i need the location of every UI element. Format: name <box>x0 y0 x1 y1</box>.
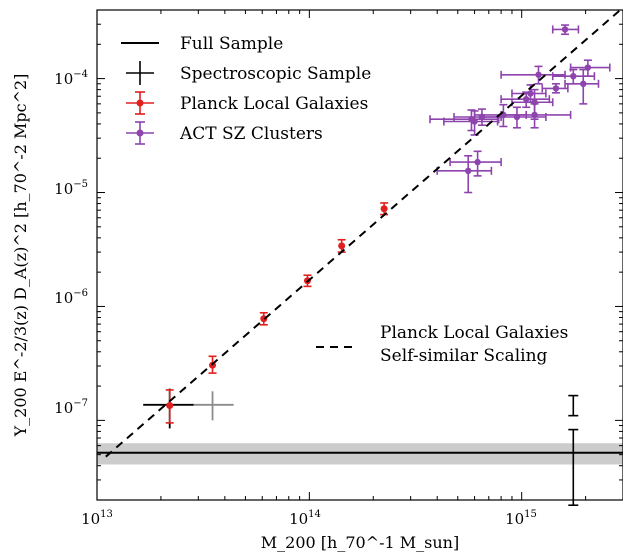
self-similar-annotation: Planck Local Galaxies Self-similar Scali… <box>316 323 568 366</box>
act-errorbar-16 <box>436 155 493 194</box>
y-tick-label-1e-5: 10−5 <box>54 179 88 198</box>
legend-swatch-act <box>126 121 154 145</box>
planck-point-4 <box>338 242 346 250</box>
act-point-5 <box>552 85 560 92</box>
x-axis-label: M_200 [h_70^-1 M_sun] <box>261 533 459 552</box>
full-sample-errorbar <box>568 428 579 507</box>
spectroscopic-errorbar <box>568 394 579 417</box>
act-point-16 <box>465 167 472 175</box>
annotation-line-2: Self-similar Scaling <box>380 346 548 366</box>
act-point-0 <box>561 26 569 33</box>
legend-label-spectroscopic: Spectroscopic Sample <box>180 64 371 84</box>
self-similar-line <box>105 9 621 458</box>
y-tick-label-1e-7: 10−7 <box>54 398 88 417</box>
planck-point-5 <box>380 205 388 213</box>
legend-label-planck: Planck Local Galaxies <box>180 94 368 114</box>
act-point-15 <box>474 158 481 166</box>
act-point-7 <box>522 95 530 103</box>
legend: Full Sample Spectroscopic Sample Planck … <box>121 34 371 145</box>
x-tick-label-1e15: 1015 <box>505 509 537 528</box>
data-layer <box>97 9 623 507</box>
act-errorbar-4 <box>564 68 600 105</box>
act-point-4 <box>580 80 587 88</box>
full-sample-band <box>97 443 623 465</box>
legend-label-full-sample: Full Sample <box>180 34 283 54</box>
act-point-2 <box>570 72 577 80</box>
act-errorbar-3 <box>500 65 566 85</box>
legend-swatch-planck <box>126 91 154 115</box>
act-point-6 <box>527 90 534 97</box>
y-tick-label-1e-6: 10−6 <box>54 288 88 307</box>
act-errorbar-13 <box>429 109 500 132</box>
ticks-layer <box>96 9 623 501</box>
annotation-line-1: Planck Local Galaxies <box>380 323 568 343</box>
act-point-3 <box>535 71 542 78</box>
y-tick-label-1e-4: 10−4 <box>54 69 88 88</box>
x-tick-label-1e13: 1013 <box>81 509 113 528</box>
planck-point-0 <box>166 402 174 410</box>
spectroscopic-gray-cross <box>193 391 234 421</box>
x-tick-label-1e14: 1014 <box>289 509 321 528</box>
act-point-14 <box>471 118 478 125</box>
plot-frame <box>96 9 623 501</box>
legend-label-act: ACT SZ Clusters <box>179 124 323 144</box>
y-axis-label: Y_200 E^-2/3(z) D_A(z)^2 [h_70^-2 Mpc^2] <box>11 74 30 438</box>
legend-swatch-spectroscopic <box>126 61 154 85</box>
